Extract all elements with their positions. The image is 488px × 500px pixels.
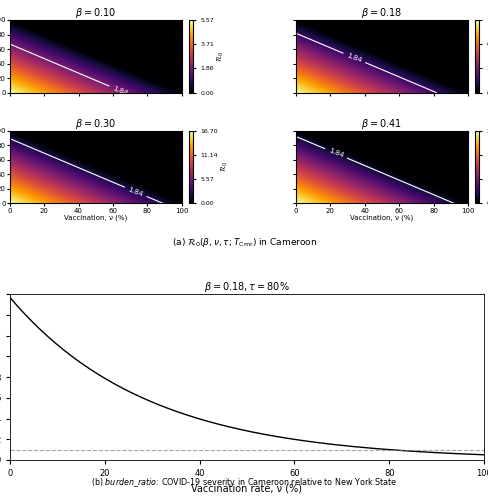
Y-axis label: $\mathcal{R}_0$: $\mathcal{R}_0$ — [219, 162, 229, 172]
Text: 1.84: 1.84 — [327, 148, 344, 159]
Title: $\beta = 0.10$: $\beta = 0.10$ — [75, 6, 116, 20]
Y-axis label: $\mathcal{R}_0$: $\mathcal{R}_0$ — [215, 51, 225, 62]
X-axis label: Vaccination rate, ν (%): Vaccination rate, ν (%) — [191, 484, 302, 494]
Title: $\beta = 0.18, \tau = 80\%$: $\beta = 0.18, \tau = 80\%$ — [203, 280, 289, 294]
X-axis label: Vaccination, ν (%): Vaccination, ν (%) — [64, 215, 127, 222]
Title: $\beta = 0.41$: $\beta = 0.41$ — [361, 116, 402, 130]
Title: $\beta = 0.30$: $\beta = 0.30$ — [75, 116, 116, 130]
Text: 1.84: 1.84 — [112, 85, 128, 96]
Title: $\beta = 0.18$: $\beta = 0.18$ — [361, 6, 402, 20]
Text: (b) $\mathit{burden\_ratio}$: COVID-19 severity in Cameroon relative to New York: (b) $\mathit{burden\_ratio}$: COVID-19 s… — [91, 476, 397, 489]
X-axis label: Vaccination, ν (%): Vaccination, ν (%) — [349, 215, 413, 222]
Text: 1.84: 1.84 — [127, 186, 144, 198]
Text: 1.84: 1.84 — [345, 52, 362, 64]
Text: (a) $\mathcal{R}_0(\beta, \nu, \tau; T_{\mathrm{Cmr}})$ in Cameroon: (a) $\mathcal{R}_0(\beta, \nu, \tau; T_{… — [171, 236, 317, 249]
